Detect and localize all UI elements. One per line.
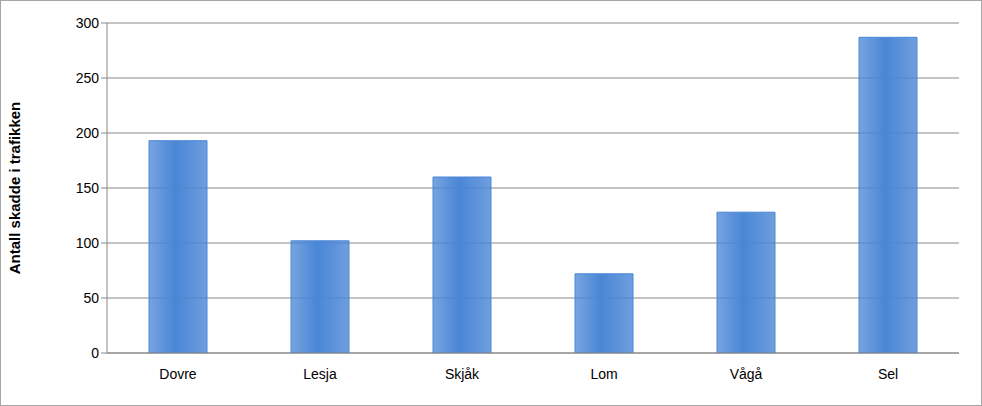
svg-text:100: 100 xyxy=(76,235,100,251)
svg-text:150: 150 xyxy=(76,180,100,196)
svg-text:300: 300 xyxy=(76,15,100,31)
svg-text:Vågå: Vågå xyxy=(730,366,763,382)
svg-text:Skjåk: Skjåk xyxy=(445,366,480,382)
svg-text:Antall skadde i trafikken: Antall skadde i trafikken xyxy=(8,102,23,275)
svg-text:250: 250 xyxy=(76,70,100,86)
svg-text:50: 50 xyxy=(83,290,99,306)
svg-text:Dovre: Dovre xyxy=(159,366,197,382)
svg-text:Lom: Lom xyxy=(590,366,617,382)
svg-text:Sel: Sel xyxy=(878,366,898,382)
svg-text:200: 200 xyxy=(76,125,100,141)
svg-text:Lesja: Lesja xyxy=(303,366,337,382)
svg-text:0: 0 xyxy=(91,345,99,361)
